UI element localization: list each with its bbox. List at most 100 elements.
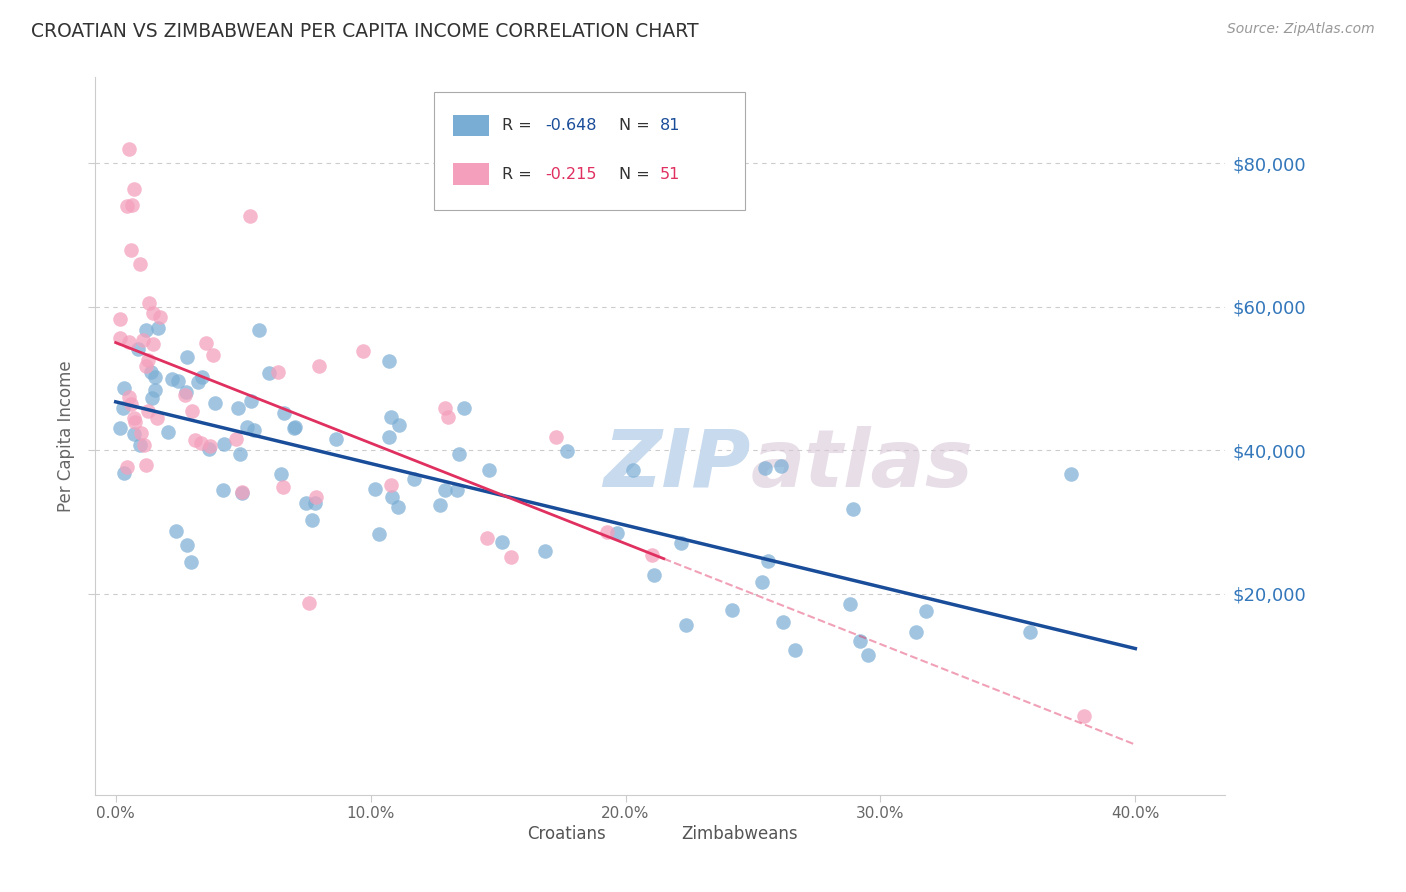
Point (122, 181, 145, 195)
Point (176, 350, 198, 364)
Point (122, 426, 145, 441)
Point (247, 323, 270, 337)
Point (118, 334, 141, 349)
Text: 81: 81 (659, 118, 681, 133)
Text: 51: 51 (659, 167, 681, 182)
Point (294, 496, 316, 510)
Text: R =: R = (502, 167, 537, 182)
Point (364, 482, 387, 496)
Point (165, 524, 187, 538)
Point (905, 624, 928, 639)
Point (751, 575, 773, 590)
Point (283, 421, 305, 435)
Point (856, 648, 879, 662)
Point (235, 420, 257, 434)
Point (273, 406, 295, 420)
Point (146, 411, 169, 425)
Point (124, 411, 146, 425)
Text: N =: N = (619, 118, 655, 133)
Point (129, 425, 152, 440)
Point (1060, 467, 1083, 482)
Point (839, 597, 862, 611)
Point (301, 513, 323, 527)
Point (138, 295, 160, 310)
Text: Zimbabweans: Zimbabweans (682, 825, 799, 843)
Point (606, 526, 628, 541)
Point (132, 438, 155, 452)
Point (121, 198, 143, 212)
Point (108, 421, 131, 435)
Point (433, 483, 456, 498)
Text: N =: N = (619, 167, 655, 182)
Point (211, 483, 233, 498)
Point (621, 463, 644, 477)
Point (1019, 625, 1042, 640)
Point (325, 432, 347, 446)
Text: ZIP: ZIP (603, 425, 751, 504)
Point (475, 531, 498, 545)
Point (352, 344, 374, 359)
Point (225, 432, 247, 446)
Point (267, 366, 290, 380)
Point (446, 483, 468, 498)
Point (129, 257, 152, 271)
Point (190, 436, 212, 450)
Point (142, 336, 165, 351)
FancyBboxPatch shape (496, 828, 522, 843)
Text: Croatians: Croatians (527, 825, 606, 843)
Text: CROATIAN VS ZIMBABWEAN PER CAPITA INCOME CORRELATION CHART: CROATIAN VS ZIMBABWEAN PER CAPITA INCOME… (31, 22, 699, 41)
Point (404, 472, 426, 486)
Point (380, 478, 402, 492)
Point (721, 603, 744, 617)
Point (491, 535, 513, 549)
Point (117, 460, 139, 475)
Text: Source: ZipAtlas.com: Source: ZipAtlas.com (1227, 22, 1375, 37)
Point (174, 384, 197, 399)
Point (754, 460, 776, 475)
Point (434, 401, 457, 416)
Point (166, 374, 188, 388)
Point (387, 500, 409, 515)
Point (180, 555, 202, 569)
Point (643, 567, 665, 582)
Point (228, 447, 250, 461)
Point (120, 243, 142, 257)
FancyBboxPatch shape (651, 828, 676, 843)
Point (671, 536, 693, 550)
Point (202, 348, 225, 362)
Point (143, 384, 166, 398)
Point (596, 524, 619, 539)
Point (135, 359, 157, 373)
Point (143, 369, 166, 384)
Point (453, 401, 475, 415)
Y-axis label: Per Capita Income: Per Capita Income (58, 360, 75, 512)
Point (187, 375, 209, 389)
Point (555, 443, 578, 458)
Point (160, 372, 183, 386)
Point (128, 438, 150, 452)
Point (173, 388, 195, 402)
Point (124, 415, 146, 429)
Point (112, 381, 135, 395)
Point (914, 603, 936, 617)
Point (142, 306, 165, 320)
Point (640, 549, 662, 563)
Point (112, 401, 135, 416)
Point (239, 209, 262, 223)
Point (118, 390, 141, 404)
Point (849, 634, 872, 648)
Point (112, 466, 135, 480)
Point (437, 409, 460, 424)
Point (378, 353, 401, 368)
Point (204, 395, 226, 409)
Point (257, 367, 280, 381)
Point (1073, 708, 1095, 723)
Point (270, 467, 292, 482)
Point (195, 336, 218, 351)
Point (243, 423, 266, 437)
Point (772, 615, 794, 629)
Point (120, 397, 142, 411)
Point (157, 425, 180, 440)
Point (298, 596, 321, 610)
Point (149, 310, 172, 325)
